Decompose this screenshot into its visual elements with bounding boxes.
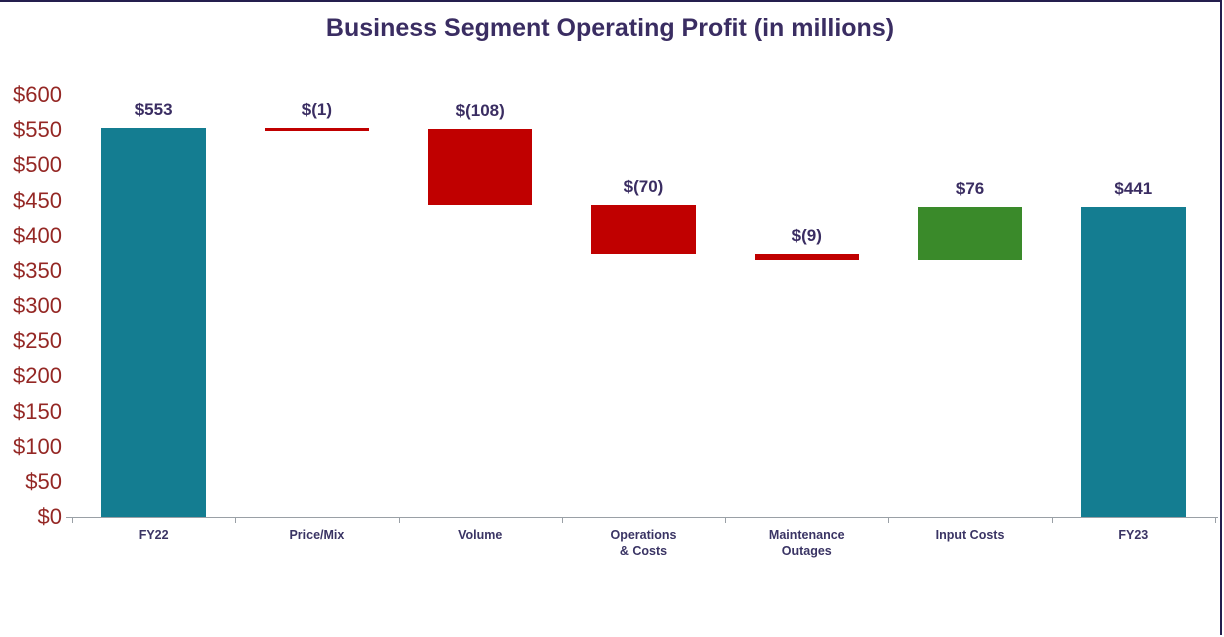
bar-value-label-fy23: $441 [1114,178,1153,198]
ytick-label-150: $150 [13,398,62,424]
y-axis: $0 $50 $100 $150 $200 $250 $300 $350 $400 $450 $50… [0,84,64,528]
category-label-maintenance-outages: Maintenance Outages [768,528,845,559]
bar-input-costs[interactable] [917,206,1023,261]
ytick-label-450: $450 [13,187,62,213]
category-label-fy22: FY22 [138,528,169,542]
bar-value-label-volume: $(108) [455,100,505,120]
category-label-volume: Volume [458,528,503,542]
ytick-label-200: $200 [13,363,62,389]
chart-title: Business Segment Operating Profit (in mi… [325,14,895,42]
ytick-label-550: $550 [13,117,62,143]
x-axis-tick [235,518,237,523]
x-axis-tick [1215,518,1216,523]
bar-value-label-operations-costs: $(70) [623,176,664,196]
x-axis-tick [1051,518,1053,523]
category-label-price-mix: Price/Mix [289,528,345,542]
ytick-label-300: $300 [13,293,62,318]
ytick-label-400: $400 [13,222,62,248]
ytick-label-600: $600 [13,82,62,107]
x-axis-line [66,517,1218,518]
x-axis-tick [725,518,727,523]
bar-maintenance-outages[interactable] [754,253,860,261]
bar-value-label-price-mix: $(1) [301,100,333,120]
ytick-label-0: $0 [37,504,62,529]
bar-fy23[interactable] [1081,206,1186,517]
bar-operations-costs[interactable] [591,204,696,254]
bar-value-label-input-costs: $76 [955,178,985,198]
ytick-label-350: $350 [13,257,62,283]
bar-price-mix[interactable] [264,128,370,131]
bar-value-label-maintenance-outages: $(9) [791,225,822,245]
bar-fy22[interactable] [101,128,206,517]
x-axis-tick [888,518,890,523]
x-axis-tick [398,518,400,523]
category-label-fy23: FY23 [1118,528,1149,542]
plot-area: $553 $(1) $(108) $(70) $(9) $76 $441 [72,95,1215,517]
category-label-operations-costs: Operations & Costs [610,528,677,559]
ytick-label-500: $500 [13,152,62,178]
ytick-label-50: $50 [25,468,62,494]
x-axis-tick [72,518,73,523]
category-label-input-costs: Input Costs [935,528,1005,542]
bar-volume[interactable] [427,128,533,205]
ytick-label-250: $250 [13,328,62,354]
x-axis-tick [561,518,563,523]
x-axis-labels: FY22 Price/Mix Volume Operations & Costs Mai… [72,527,1215,560]
ytick-label-100: $100 [13,433,62,459]
bar-value-label-fy22: $553 [134,100,173,120]
